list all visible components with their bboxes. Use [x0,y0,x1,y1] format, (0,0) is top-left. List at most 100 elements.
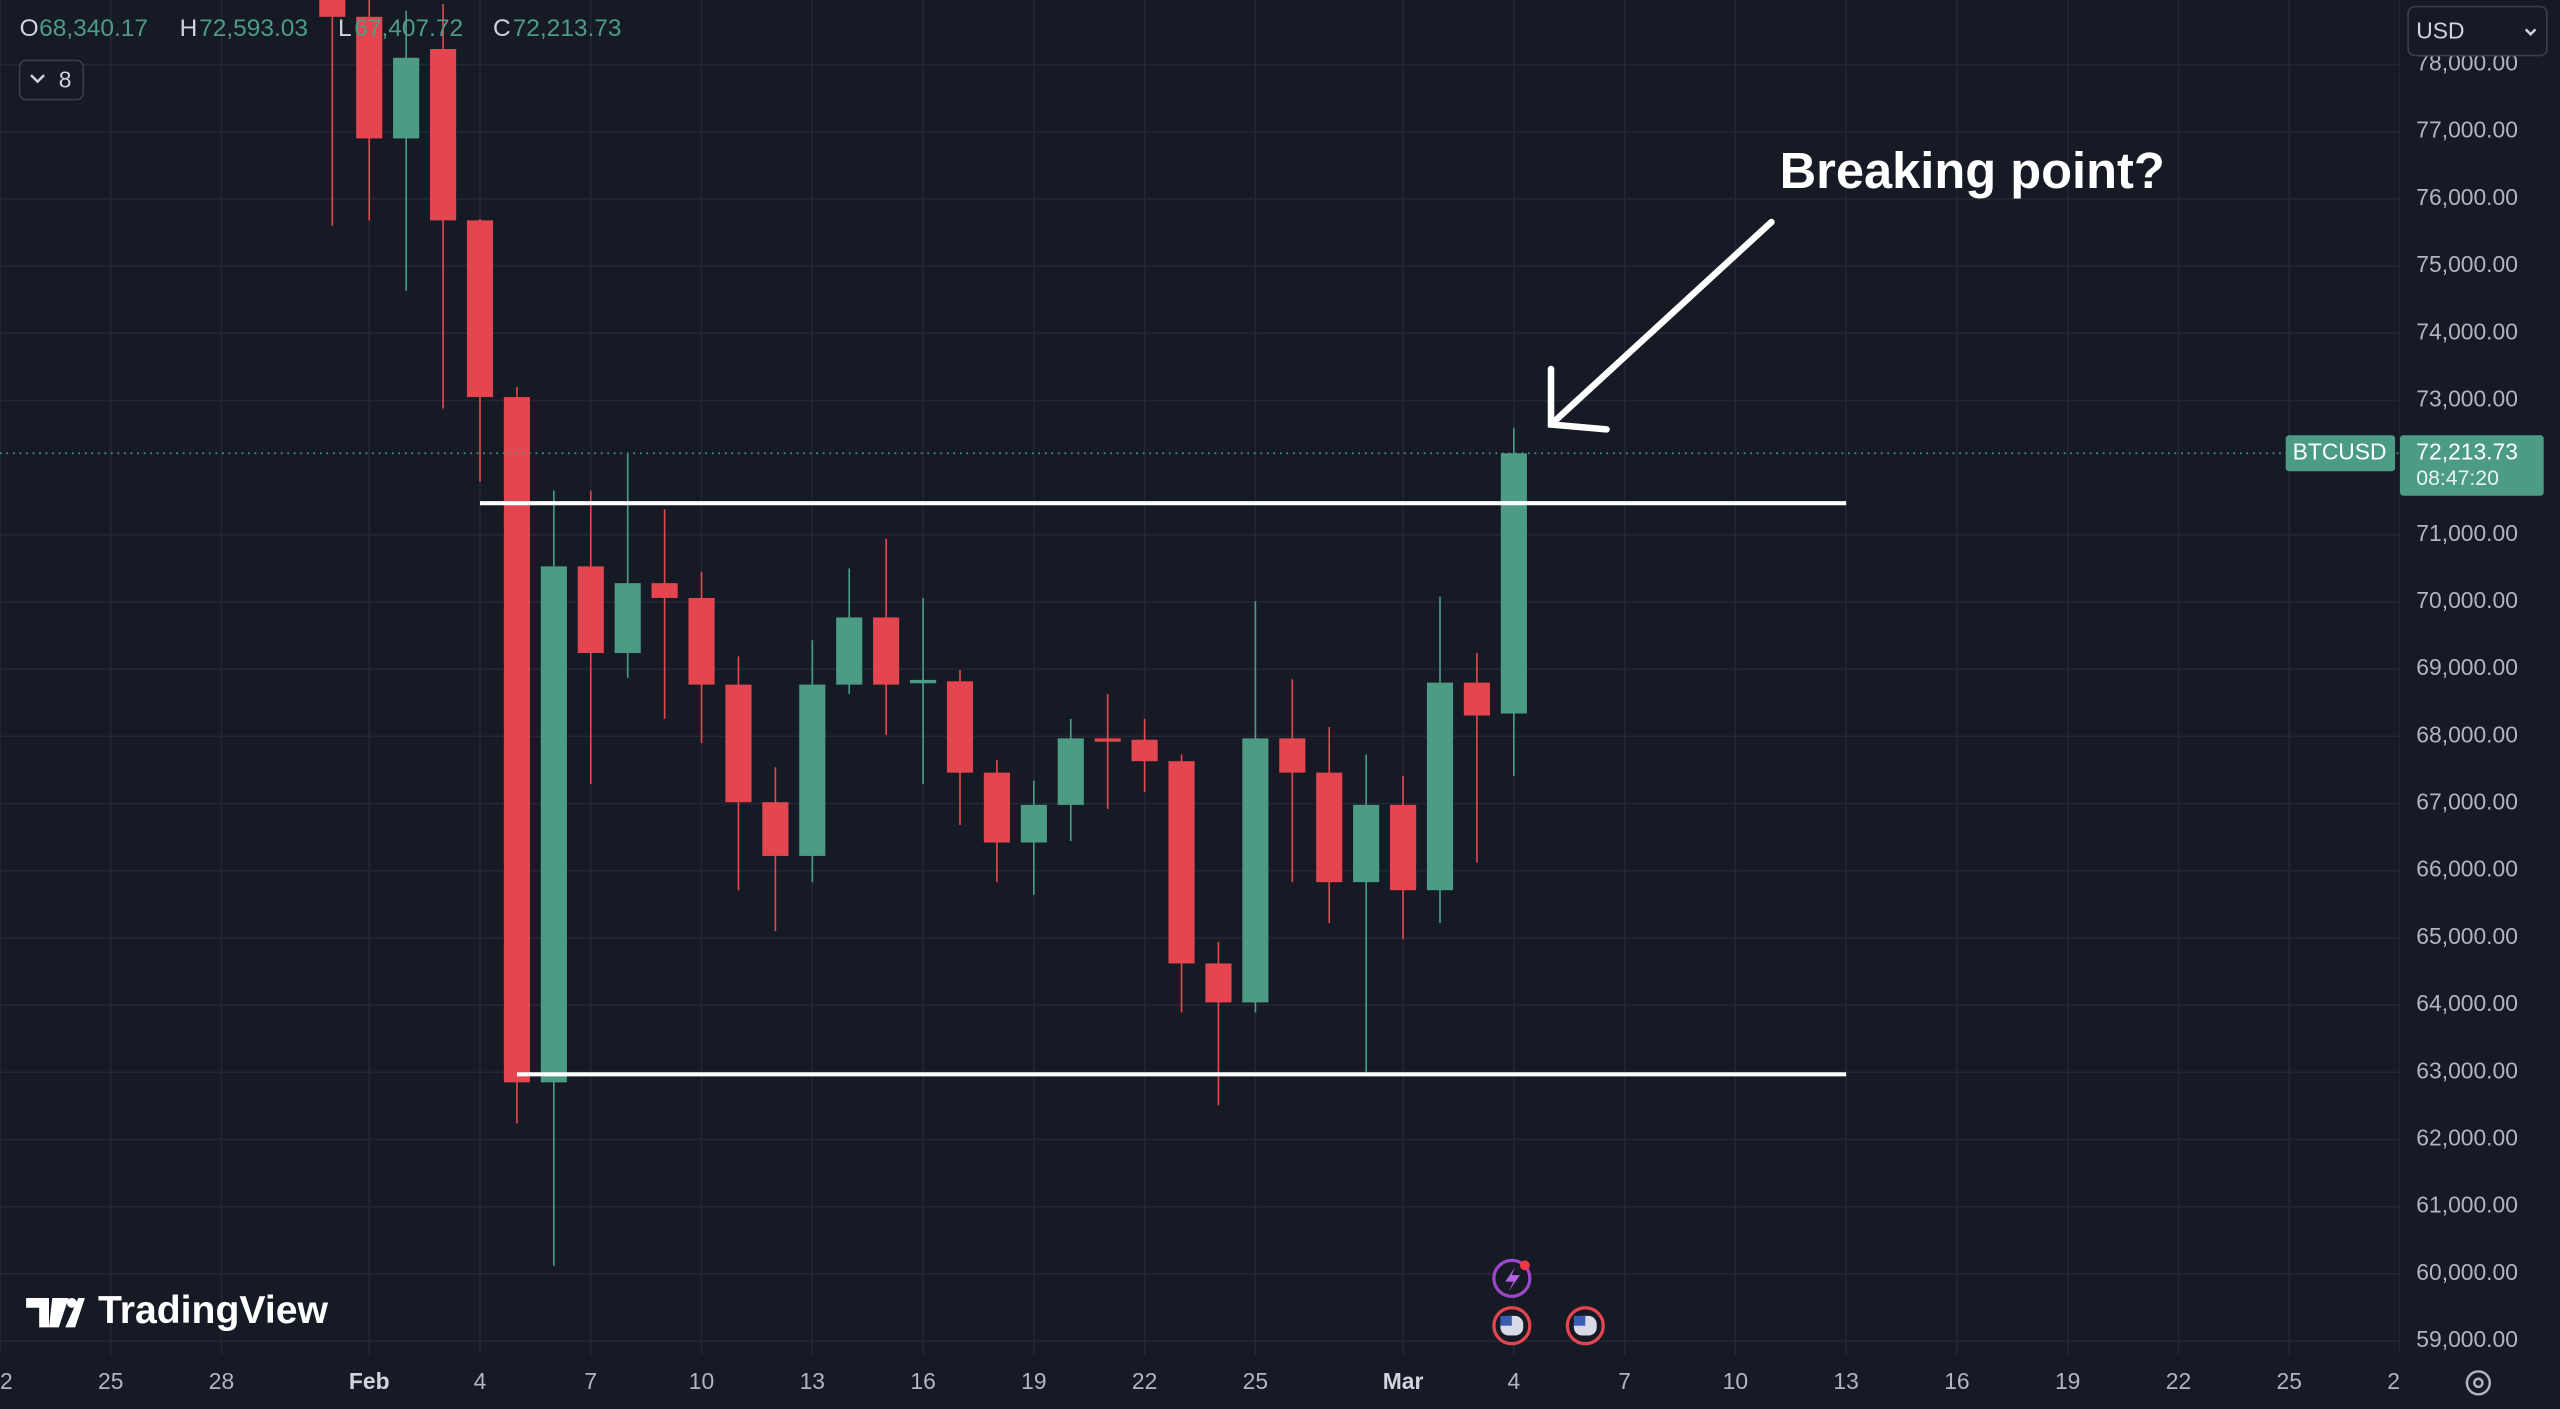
candle-body [725,684,752,803]
y-tick-label: 77,000.00 [2416,117,2518,143]
y-tick-label: 61,000.00 [2416,1192,2518,1218]
price-tag [2400,435,2544,496]
ohlc-value: 72,593.03 [199,15,308,42]
x-tick-label: 13 [800,1368,825,1394]
price-tag-label: 72,213.73 [2416,438,2518,464]
y-tick-label: 59,000.00 [2416,1326,2518,1352]
y-tick-label: 75,000.00 [2416,251,2518,277]
candle-body [356,16,383,139]
x-tick-label: 22 [1132,1368,1157,1394]
y-tick-label: 74,000.00 [2416,318,2518,344]
annotation-arrow [1547,218,1775,433]
currency-box[interactable] [2407,5,2548,57]
settings-icon[interactable] [2465,1370,2492,1396]
candle-body [983,772,1010,843]
currency-select[interactable]: USD [2407,5,2548,57]
y-tick-label: 76,000.00 [2416,184,2518,210]
flag-icon [1573,1315,1586,1326]
candle-body [1463,682,1490,716]
candle-body [319,0,346,17]
candle-body [1131,739,1158,762]
x-tick-label: 16 [910,1368,935,1394]
x-tick-label: 10 [1723,1368,1748,1394]
time-axis [0,1355,2400,1409]
candle-body [1426,682,1454,891]
candle-body [1094,738,1121,742]
x-tick-label: Feb [349,1368,390,1394]
event-icons[interactable] [1492,1258,1605,1346]
x-tick-label: 7 [1618,1368,1631,1394]
y-tick-label: 63,000.00 [2416,1057,2518,1083]
indicators-toggle[interactable]: 8 [18,59,85,101]
x-tick-label: 4 [474,1368,487,1394]
x-tick-label: 19 [1021,1368,1046,1394]
ohlc-key: O [20,15,39,42]
candle-body [836,617,863,685]
y-tick-label: 73,000.00 [2416,385,2518,411]
grid [0,0,2401,1356]
indicator-count: 8 [59,67,72,93]
x-tick-label: 19 [2055,1368,2080,1394]
candle-body [651,583,678,598]
symbol-tag [2285,435,2396,472]
x-tick-label: 22 [2166,1368,2191,1394]
candle-body [873,617,900,685]
symbol-label: BTCUSD [2293,438,2387,464]
y-tick-label: 67,000.00 [2416,789,2518,815]
candle-body [1168,761,1195,964]
logo [65,1297,85,1328]
x-tick-label: 2 [2387,1368,2400,1394]
y-tick-label: 68,000.00 [2416,721,2518,747]
plot [0,0,2400,1266]
icon-dot [1520,1260,1530,1271]
candle-body [688,597,715,685]
currency: USD [2416,18,2464,44]
x-tick-label: 16 [1944,1368,1969,1394]
watermark-text: TradingView [98,1289,329,1332]
flag-icon [1500,1315,1512,1326]
ohlc-key: H [180,15,198,42]
candle-body [1242,738,1269,1003]
watermark: TradingView [26,1289,329,1332]
x-tick-label: 2 [0,1368,13,1394]
y-tick-label: 69,000.00 [2416,654,2518,680]
x-tick-label: 25 [1243,1368,1268,1394]
y-tick-label: 62,000.00 [2416,1124,2518,1150]
candle-body [540,566,567,1083]
y-tick-label: 65,000.00 [2416,923,2518,949]
icon-glyph [1505,1266,1520,1292]
candle-body [503,397,530,1083]
x-tick-label: 13 [1833,1368,1858,1394]
y-tick-label: 71,000.00 [2416,520,2518,546]
price-axis [2400,0,2560,1409]
candle-body [1279,738,1306,773]
ohlc-value: 68,340.17 [39,15,148,42]
gear[interactable] [2465,1370,2492,1396]
x-tick-label: 10 [689,1368,714,1394]
candle-body [762,802,789,856]
toggle-box[interactable] [18,59,85,101]
x-tick-label: 7 [584,1368,597,1394]
candle-body [1390,804,1417,891]
ohlc-key: L [338,15,352,42]
candle-body [393,57,420,139]
ohlc-value: 72,213.73 [513,15,622,42]
ohlc-value: 67,407.72 [354,15,463,42]
candle-body [466,220,494,398]
chevron [30,74,45,84]
x-tick-label: Mar [1383,1368,1424,1394]
x-tick-label: 25 [2277,1368,2302,1394]
x-tick-label: 25 [98,1368,123,1394]
candle-body [799,684,826,856]
countdown: 08:47:20 [2416,467,2499,490]
candle-body [1353,804,1380,883]
candle-body [910,679,937,684]
x-tick-label: 28 [209,1368,234,1394]
candle-body [946,681,974,773]
annotation-text: Breaking point? [1780,142,2165,199]
y-tick-label: 66,000.00 [2416,856,2518,882]
ohlc-key: C [493,15,511,42]
